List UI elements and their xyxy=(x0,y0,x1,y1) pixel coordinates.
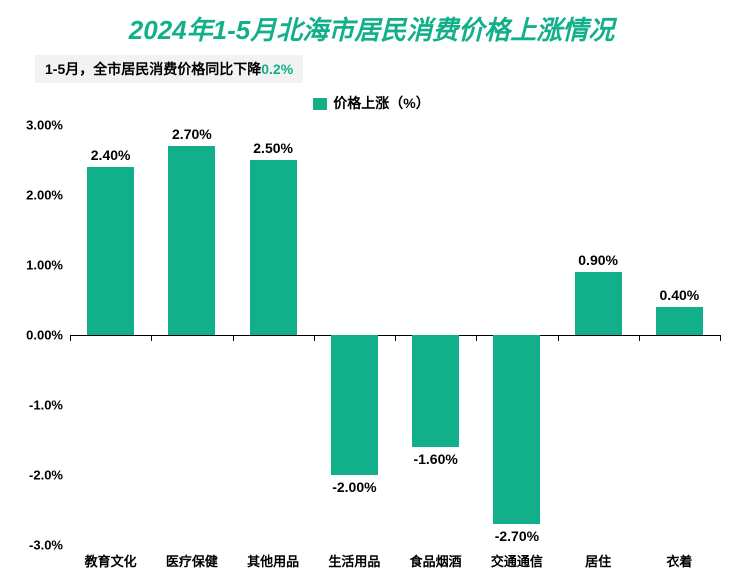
y-tick-label: 0.00% xyxy=(8,328,63,343)
y-tick-label: -1.0% xyxy=(8,398,63,413)
x-tick-mark xyxy=(151,335,152,341)
subtitle-container: 1-5月，全市居民消费价格同比下降0.2% xyxy=(35,55,743,83)
x-tick-mark xyxy=(639,335,640,341)
x-tick-mark xyxy=(70,335,71,341)
bar-value-label: 0.40% xyxy=(660,287,700,303)
y-tick-label: 2.00% xyxy=(8,188,63,203)
subtitle-accent: 0.2% xyxy=(261,61,293,77)
x-tick-label: 居住 xyxy=(585,551,611,570)
chart-area: 3.00%2.00%1.00%0.00%-1.0%-2.0%-3.0%2.40%… xyxy=(70,125,720,545)
x-tick-label: 衣着 xyxy=(666,551,692,570)
x-tick-label: 交通通信 xyxy=(491,551,543,570)
chart-title: 2024年1-5月北海市居民消费价格上涨情况 xyxy=(0,0,743,47)
y-tick-label: -2.0% xyxy=(8,468,63,483)
y-tick-label: -3.0% xyxy=(8,538,63,553)
x-tick-mark xyxy=(476,335,477,341)
bar-value-label: -2.00% xyxy=(332,479,376,495)
x-tick-mark xyxy=(395,335,396,341)
x-tick-label: 医疗保健 xyxy=(166,551,218,570)
x-tick-mark xyxy=(720,335,721,341)
x-tick-label: 教育文化 xyxy=(85,551,137,570)
plot: 3.00%2.00%1.00%0.00%-1.0%-2.0%-3.0%2.40%… xyxy=(70,125,720,545)
bar xyxy=(250,160,297,335)
legend: 价格上涨（%） xyxy=(0,93,743,113)
x-tick-mark xyxy=(558,335,559,341)
bar-value-label: -1.60% xyxy=(413,451,457,467)
bar xyxy=(168,146,215,335)
bar xyxy=(87,167,134,335)
x-tick-mark xyxy=(314,335,315,341)
bar xyxy=(656,307,703,335)
bar-value-label: 0.90% xyxy=(578,252,618,268)
legend-swatch xyxy=(313,98,327,110)
bar xyxy=(412,335,459,447)
bar xyxy=(331,335,378,475)
bar-value-label: 2.70% xyxy=(172,126,212,142)
bar-value-label: 2.50% xyxy=(253,140,293,156)
bar xyxy=(493,335,540,524)
legend-label: 价格上涨（%） xyxy=(333,95,429,111)
y-tick-label: 1.00% xyxy=(8,258,63,273)
subtitle-prefix: 1-5月，全市居民消费价格同比下降 xyxy=(45,61,261,77)
y-tick-label: 3.00% xyxy=(8,118,63,133)
bar xyxy=(575,272,622,335)
bar-value-label: 2.40% xyxy=(91,147,131,163)
subtitle-badge: 1-5月，全市居民消费价格同比下降0.2% xyxy=(35,55,303,83)
x-tick-label: 其他用品 xyxy=(247,551,299,570)
x-tick-mark xyxy=(233,335,234,341)
bar-value-label: -2.70% xyxy=(495,528,539,544)
x-tick-label: 食品烟酒 xyxy=(410,551,462,570)
x-tick-label: 生活用品 xyxy=(328,551,380,570)
